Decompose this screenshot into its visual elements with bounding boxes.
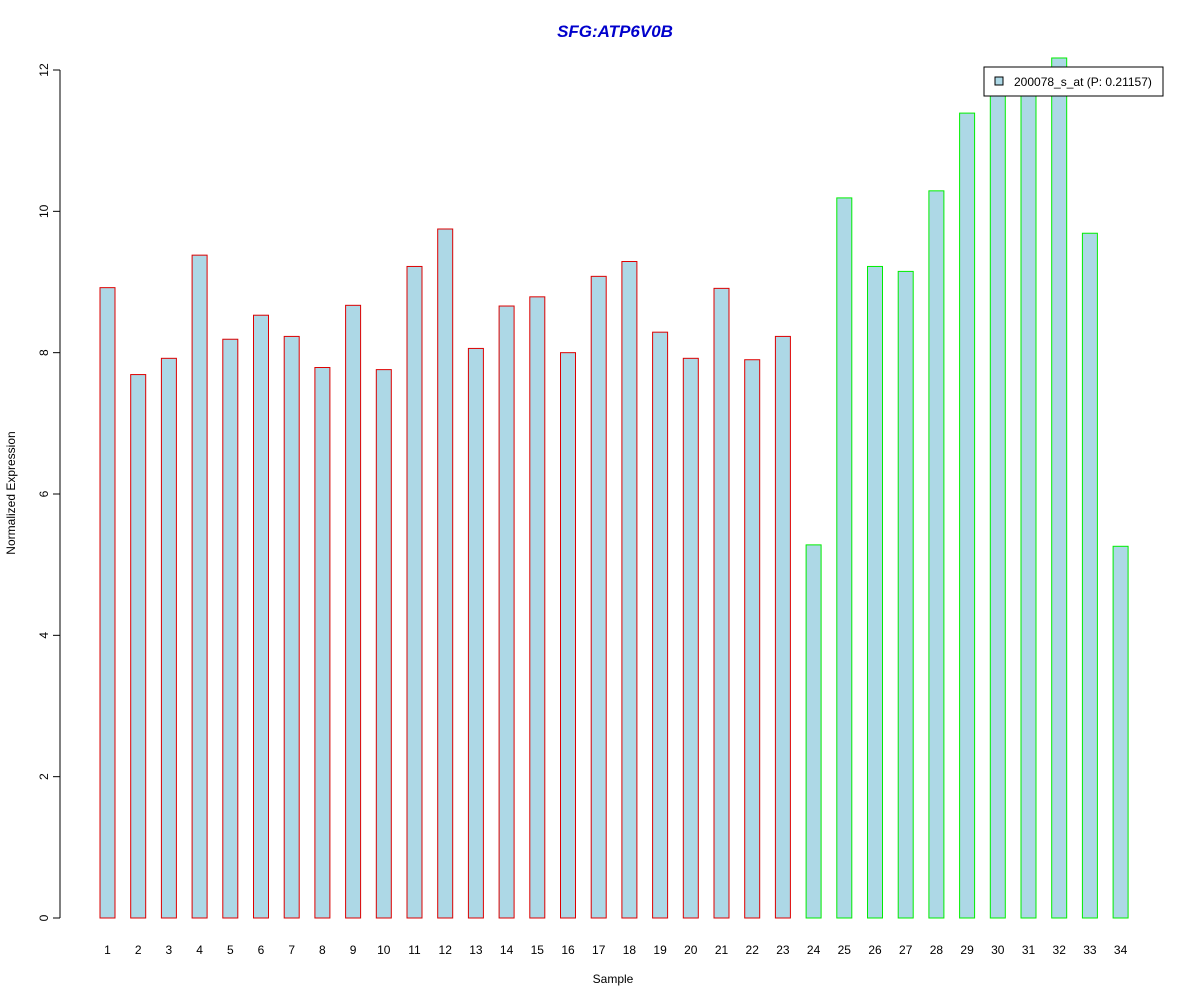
y-tick-label: 0 [37, 914, 51, 921]
bar-sample-24 [805, 544, 822, 919]
x-tick-label: 28 [930, 943, 944, 957]
x-tick-label: 24 [807, 943, 821, 957]
x-tick-label: 3 [166, 943, 173, 957]
x-tick-label: 26 [868, 943, 882, 957]
x-tick-label: 17 [592, 943, 606, 957]
y-tick-label: 6 [37, 490, 51, 497]
x-tick-label: 12 [439, 943, 453, 957]
x-tick-label: 10 [377, 943, 391, 957]
x-tick-label: 15 [531, 943, 545, 957]
x-tick-label: 5 [227, 943, 234, 957]
x-tick-label: 34 [1114, 943, 1128, 957]
bar-sample-11 [406, 265, 423, 919]
bar-sample-17 [590, 275, 607, 919]
bar-sample-26 [867, 265, 883, 919]
y-tick-label: 10 [37, 204, 51, 218]
legend-swatch [994, 76, 1004, 86]
bar-sample-6 [253, 314, 269, 919]
bars-group [99, 57, 1129, 919]
legend-box [983, 66, 1164, 97]
x-tick-label: 29 [960, 943, 974, 957]
y-tick-label: 12 [37, 63, 51, 77]
bar-sample-3 [160, 357, 177, 919]
x-tick-label: 6 [258, 943, 265, 957]
x-tick-label: 31 [1022, 943, 1036, 957]
bar-sample-1 [99, 287, 116, 919]
x-tick-label: 2 [135, 943, 142, 957]
y-axis-title: Normalized Expression [4, 431, 18, 554]
x-tick-label: 13 [469, 943, 483, 957]
bar-sample-29 [959, 112, 976, 919]
bar-sample-13 [467, 347, 484, 919]
y-axis: 0 2 4 6 8 10 12 [37, 63, 61, 921]
x-axis-labels: 1 2 3 4 5 6 7 8 9 10 11 12 13 14 15 16 17 18 19 20 21 22 23 24 2… [104, 943, 1127, 957]
bar-sample-32 [1051, 57, 1068, 919]
x-tick-label: 16 [561, 943, 575, 957]
bar-sample-28 [928, 190, 945, 919]
x-axis-title: Sample [593, 972, 634, 986]
x-tick-label: 19 [653, 943, 667, 957]
bar-sample-4 [191, 254, 208, 919]
bar-sample-22 [744, 359, 761, 919]
x-tick-label: 7 [288, 943, 295, 957]
x-tick-label: 20 [684, 943, 698, 957]
x-tick-label: 22 [746, 943, 760, 957]
bar-sample-34 [1112, 545, 1129, 919]
bar-sample-31 [1020, 81, 1037, 919]
y-tick-label: 2 [37, 773, 51, 780]
bar-sample-5 [222, 338, 239, 919]
x-tick-label: 21 [715, 943, 729, 957]
bar-sample-23 [774, 335, 791, 919]
bar-sample-16 [560, 352, 576, 919]
legend-label: 200078_s_at (P: 0.21157) [1014, 75, 1152, 89]
legend: 200078_s_at (P: 0.21157) [983, 66, 1164, 97]
x-tick-label: 33 [1083, 943, 1097, 957]
bar-sample-18 [621, 261, 638, 919]
bar-sample-2 [130, 374, 147, 919]
x-tick-label: 14 [500, 943, 514, 957]
bar-sample-19 [652, 331, 669, 919]
x-tick-label: 9 [350, 943, 357, 957]
x-tick-label: 1 [104, 943, 111, 957]
bar-sample-10 [375, 369, 392, 919]
x-tick-label: 23 [776, 943, 790, 957]
bar-sample-33 [1081, 232, 1098, 919]
x-tick-label: 8 [319, 943, 326, 957]
bar-sample-21 [713, 287, 730, 919]
chart-title: SFG:ATP6V0B [557, 22, 673, 41]
x-tick-label: 32 [1053, 943, 1067, 957]
bar-sample-12 [437, 228, 454, 919]
bar-sample-30 [989, 85, 1006, 919]
bar-sample-8 [314, 367, 331, 919]
x-tick-label: 30 [991, 943, 1005, 957]
x-tick-label: 4 [196, 943, 203, 957]
bar-sample-15 [529, 296, 546, 919]
bar-sample-7 [283, 335, 300, 919]
x-tick-label: 25 [838, 943, 852, 957]
bar-sample-27 [897, 270, 914, 919]
bar-sample-25 [836, 197, 853, 919]
y-tick-label: 4 [37, 632, 51, 639]
x-tick-label: 27 [899, 943, 913, 957]
y-tick-label: 8 [37, 349, 51, 356]
x-tick-label: 18 [623, 943, 637, 957]
bar-sample-20 [682, 357, 699, 919]
bar-sample-14 [498, 305, 515, 919]
bar-sample-9 [345, 304, 362, 919]
x-tick-label: 11 [408, 943, 421, 957]
